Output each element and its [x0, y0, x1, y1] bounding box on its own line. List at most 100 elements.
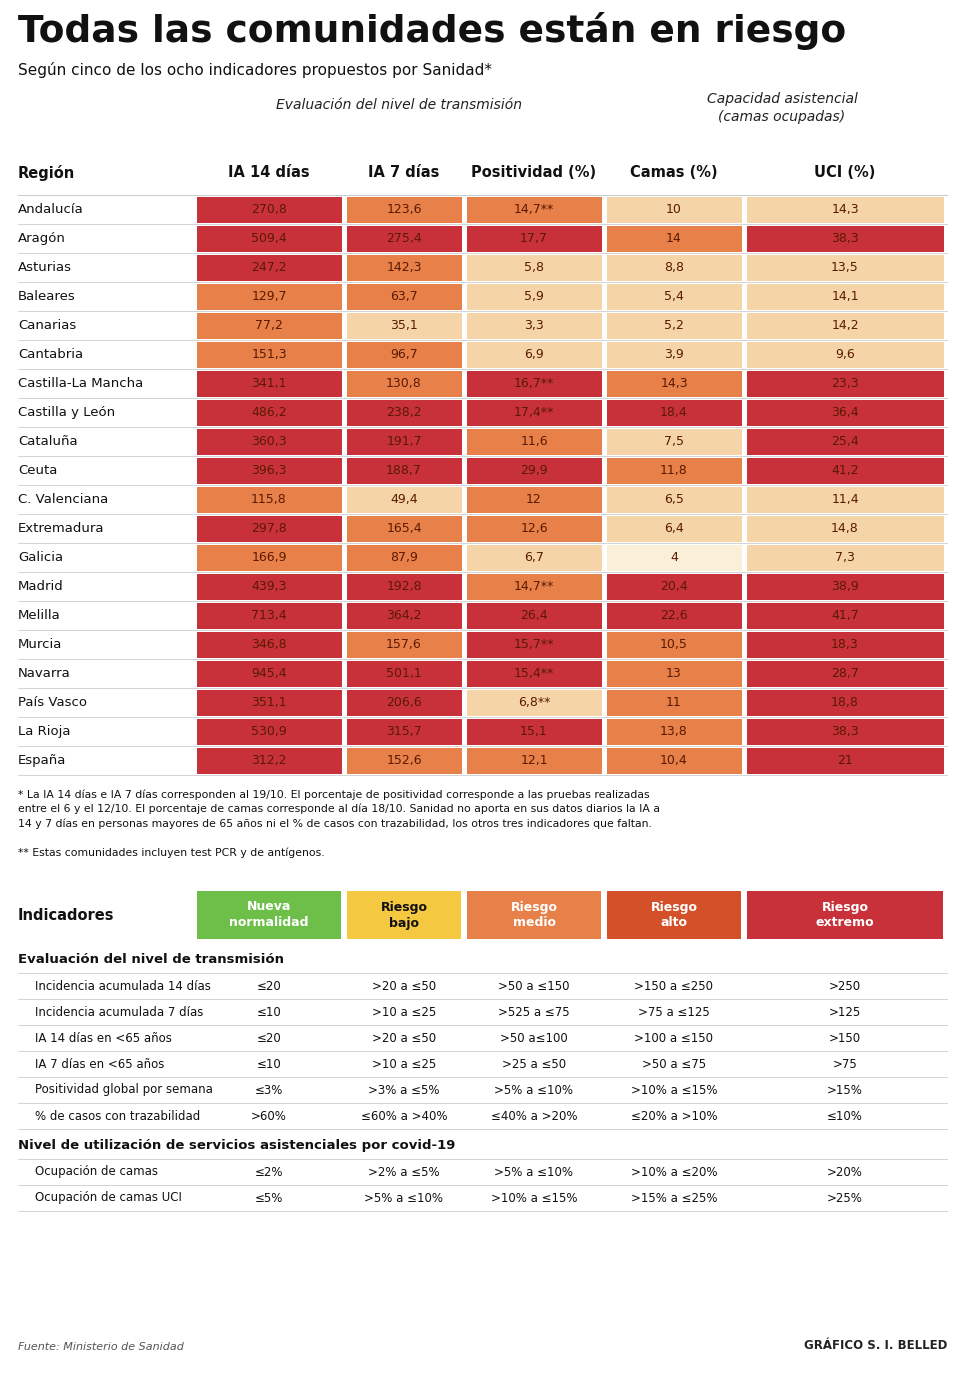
Text: >60%: >60%: [251, 1109, 287, 1123]
Text: Indicadores: Indicadores: [18, 907, 115, 922]
Bar: [606, 719, 741, 745]
Bar: [606, 400, 741, 426]
Text: >20%: >20%: [827, 1165, 863, 1179]
Bar: [197, 458, 342, 484]
Bar: [466, 603, 601, 628]
Text: Camas (%): Camas (%): [630, 165, 718, 180]
Bar: [747, 573, 944, 599]
Text: País Vasco: País Vasco: [18, 697, 87, 709]
Text: 130,8: 130,8: [386, 376, 422, 390]
Text: 509,4: 509,4: [251, 232, 287, 245]
Text: 6,5: 6,5: [664, 493, 684, 506]
Text: Todas las comunidades están en riesgo: Todas las comunidades están en riesgo: [18, 12, 846, 49]
Text: 346,8: 346,8: [251, 638, 287, 651]
Text: Baleares: Baleares: [18, 290, 75, 304]
Text: Riesgo
bajo: Riesgo bajo: [380, 900, 427, 929]
Text: Incidencia acumulada 7 días: Incidencia acumulada 7 días: [35, 1006, 204, 1018]
Bar: [346, 632, 461, 658]
Text: Evaluación del nivel de transmisión: Evaluación del nivel de transmisión: [276, 98, 522, 113]
Bar: [747, 690, 944, 716]
Text: 351,1: 351,1: [251, 697, 287, 709]
Bar: [606, 458, 741, 484]
Text: 16,7**: 16,7**: [514, 376, 554, 390]
Text: 7,3: 7,3: [835, 551, 855, 563]
Text: 22,6: 22,6: [660, 609, 688, 622]
Bar: [606, 312, 741, 338]
Bar: [747, 544, 944, 570]
Text: 14,8: 14,8: [831, 522, 859, 534]
Bar: [466, 429, 601, 455]
Bar: [197, 429, 342, 455]
Text: 341,1: 341,1: [251, 376, 287, 390]
Text: 501,1: 501,1: [386, 666, 422, 680]
Bar: [466, 573, 601, 599]
Text: 8,8: 8,8: [664, 261, 684, 273]
Text: 713,4: 713,4: [251, 609, 287, 622]
Bar: [466, 486, 601, 513]
Bar: [466, 544, 601, 570]
Text: 297,8: 297,8: [251, 522, 287, 534]
Bar: [466, 371, 601, 397]
Text: Riesgo
alto: Riesgo alto: [650, 900, 698, 929]
Text: 396,3: 396,3: [251, 464, 287, 477]
Text: 13: 13: [666, 666, 682, 680]
Bar: [606, 690, 741, 716]
Bar: [346, 371, 461, 397]
Bar: [197, 632, 342, 658]
Text: 364,2: 364,2: [386, 609, 422, 622]
Text: Andalucía: Andalucía: [18, 203, 84, 216]
Bar: [346, 690, 461, 716]
Text: 14,1: 14,1: [831, 290, 859, 304]
Bar: [606, 254, 741, 280]
Bar: [606, 544, 741, 570]
Bar: [346, 458, 461, 484]
Text: 360,3: 360,3: [251, 436, 287, 448]
Text: 270,8: 270,8: [251, 203, 287, 216]
Text: ** Estas comunidades incluyen test PCR y de antígenos.: ** Estas comunidades incluyen test PCR y…: [18, 846, 324, 857]
Bar: [606, 225, 741, 251]
Text: >10 a ≤25: >10 a ≤25: [372, 1058, 436, 1070]
Text: >5% a ≤10%: >5% a ≤10%: [365, 1191, 444, 1205]
Text: 15,4**: 15,4**: [514, 666, 554, 680]
Text: 15,7**: 15,7**: [513, 638, 554, 651]
Bar: [346, 719, 461, 745]
Bar: [606, 747, 741, 774]
Text: Navarra: Navarra: [18, 666, 70, 680]
Text: Cataluña: Cataluña: [18, 436, 77, 448]
Text: 9,6: 9,6: [835, 348, 855, 361]
Text: 3,9: 3,9: [664, 348, 684, 361]
Bar: [346, 400, 461, 426]
Text: Nivel de utilización de servicios asistenciales por covid-19: Nivel de utilización de servicios asiste…: [18, 1139, 455, 1151]
Bar: [466, 661, 601, 687]
Text: 12,6: 12,6: [520, 522, 548, 534]
Bar: [346, 342, 461, 367]
Text: 945,4: 945,4: [251, 666, 287, 680]
Bar: [346, 196, 461, 223]
Text: >10 a ≤25: >10 a ≤25: [372, 1006, 436, 1018]
Bar: [747, 458, 944, 484]
Text: Cantabria: Cantabria: [18, 348, 83, 361]
Bar: [466, 515, 601, 541]
Bar: [197, 603, 342, 628]
Text: 4: 4: [670, 551, 678, 563]
Bar: [197, 342, 342, 367]
Text: 96,7: 96,7: [390, 348, 418, 361]
Text: >525 a ≤75: >525 a ≤75: [498, 1006, 569, 1018]
Bar: [346, 429, 461, 455]
Text: 18,3: 18,3: [831, 638, 859, 651]
Text: 11,6: 11,6: [520, 436, 548, 448]
Text: 14: 14: [666, 232, 682, 245]
Text: 312,2: 312,2: [251, 754, 287, 767]
Text: 165,4: 165,4: [386, 522, 422, 534]
Text: 18,8: 18,8: [831, 697, 859, 709]
Text: >5% a ≤10%: >5% a ≤10%: [494, 1084, 573, 1096]
Bar: [197, 486, 342, 513]
Text: 12,1: 12,1: [520, 754, 548, 767]
Bar: [466, 747, 601, 774]
Bar: [347, 890, 461, 938]
Text: ≤3%: ≤3%: [255, 1084, 283, 1096]
Text: >150: >150: [829, 1032, 861, 1044]
Text: 14,3: 14,3: [831, 203, 859, 216]
Bar: [197, 400, 342, 426]
Bar: [606, 283, 741, 309]
